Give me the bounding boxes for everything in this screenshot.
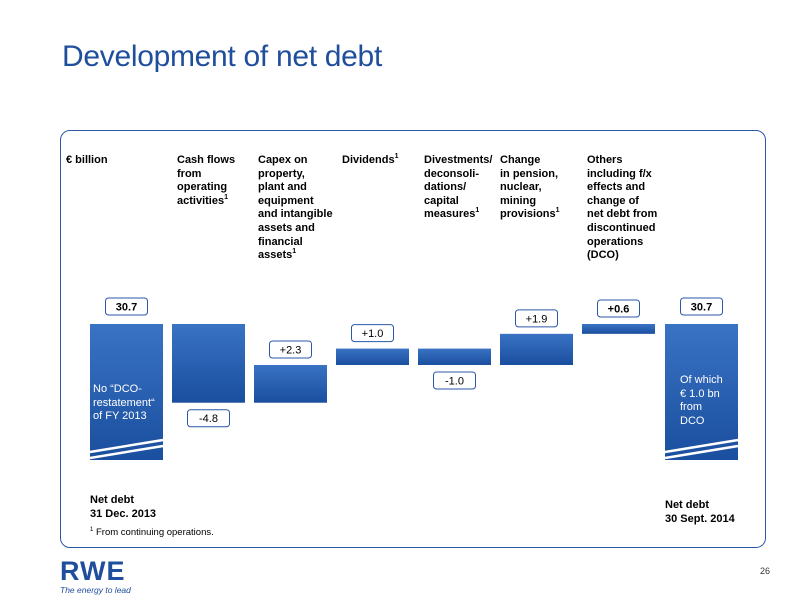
note-line: € 1.0 bn	[680, 387, 720, 400]
header-line: from	[177, 167, 202, 180]
value-label-start: 30.7	[116, 302, 137, 314]
footnote-mark: 1	[394, 153, 399, 160]
value-label-start-box	[105, 297, 148, 316]
page-title: Development of net debt	[62, 40, 382, 73]
value-label-step-2-box	[269, 340, 312, 359]
header-cash-flows: Cash flows from operating activities1	[177, 154, 235, 208]
header-line: Capex on	[258, 154, 308, 166]
header-line: in pension,	[500, 167, 559, 180]
header-line: operations	[587, 235, 644, 248]
header-line: including f/x	[587, 167, 652, 180]
header-line: deconsoli-	[424, 167, 480, 180]
footnote-mark: 1	[292, 248, 297, 256]
value-label-step-6: +0.6	[608, 304, 630, 316]
chart-frame	[60, 130, 766, 548]
header-line: mining	[500, 194, 537, 207]
header-line: dations/	[424, 181, 467, 194]
header-line: change of	[587, 194, 639, 207]
value-label-step-5-box	[515, 309, 558, 328]
bar-end	[665, 324, 738, 460]
header-divestments: Divestments/ deconsoli- dations/ capital…	[424, 154, 492, 222]
header-line: effects and	[587, 181, 646, 194]
start-bar-note: No “DCO- restatement“ of FY 2013	[93, 383, 155, 424]
header-line: assets	[258, 249, 293, 262]
header-line: Change	[500, 154, 541, 166]
header-line: nuclear,	[500, 181, 542, 194]
header-line: plant and	[258, 181, 307, 194]
bar-step-3	[336, 348, 409, 365]
end-bar-note: Of which € 1.0 bn from DCO	[680, 374, 723, 428]
header-pension: Change in pension, nuclear, mining provi…	[500, 154, 560, 222]
footnote-mark: 1	[90, 527, 94, 533]
footnote: 1 From continuing operations.	[90, 527, 214, 538]
header-dividends: Dividends1	[342, 153, 399, 168]
footnote-mark: 1	[475, 207, 480, 215]
value-label-step-4: -1.0	[445, 376, 464, 388]
value-label-step-3-box	[351, 324, 394, 343]
header-line: Dividends	[342, 154, 395, 166]
note-line: of FY 2013	[93, 410, 147, 422]
bar-start	[90, 324, 163, 460]
header-line: equipment	[258, 194, 314, 207]
bar-start-break-line	[89, 444, 164, 460]
header-capex: Capex on property, plant and equipment a…	[258, 154, 333, 263]
bar-step-2	[254, 365, 327, 403]
bar-start-break-line	[89, 438, 164, 454]
value-label-step-5: +1.9	[526, 313, 548, 325]
value-label-step-2: +2.3	[280, 345, 302, 357]
logo-name: RWE	[60, 556, 126, 586]
header-line: Others	[587, 154, 623, 166]
value-label-end: 30.7	[691, 302, 712, 314]
unit-label: € billion	[66, 154, 108, 166]
value-label-step-1-box	[187, 409, 230, 428]
value-label-step-1: -4.8	[199, 413, 218, 425]
bar-step-4	[418, 348, 491, 365]
footnote-mark: 1	[555, 207, 560, 215]
label-line: Net debt	[90, 494, 134, 506]
header-line: discontinued	[587, 221, 656, 234]
logo-tagline: The energy to lead	[60, 585, 131, 595]
bar-step-1	[172, 324, 245, 403]
label-line: Net debt	[665, 499, 709, 511]
value-label-step-3: +1.0	[362, 328, 384, 340]
note-line: from	[680, 401, 702, 413]
header-line: provisions	[500, 208, 556, 221]
footnote-mark: 1	[224, 193, 228, 201]
rwe-logo: RWE The energy to lead	[60, 556, 131, 596]
header-line: assets and	[258, 221, 315, 234]
value-label-step-4-box	[433, 371, 476, 390]
label-line: 31 Dec. 2013	[90, 508, 157, 520]
note-line: DCO	[680, 414, 705, 427]
header-line: net debt from	[587, 208, 658, 221]
bar-step-5	[500, 333, 573, 365]
value-label-end-box	[680, 297, 723, 316]
header-line: and intangible	[258, 208, 333, 221]
end-net-debt-label: Net debt 30 Sept. 2014	[665, 498, 735, 526]
start-net-debt-label: Net debt 31 Dec. 2013	[90, 493, 156, 521]
header-line: operating	[177, 181, 228, 194]
note-line: restatement“	[93, 396, 155, 409]
header-line: Divestments/	[424, 154, 493, 166]
value-label-step-6-box	[597, 299, 640, 318]
footnote-text: From continuing operations.	[95, 527, 214, 538]
bar-end-break-line	[664, 444, 739, 460]
header-line: activities	[177, 194, 225, 207]
note-line: No “DCO-	[93, 383, 142, 395]
header-line: Cash flows	[177, 154, 236, 166]
header-line: measures	[424, 208, 476, 221]
header-line: financial	[258, 235, 303, 248]
header-line: capital	[424, 194, 459, 207]
header-line: (DCO)	[587, 249, 619, 262]
header-others: Others including f/x effects and change …	[587, 154, 657, 263]
page-number: 26	[760, 566, 771, 576]
note-line: Of which	[680, 374, 723, 386]
bar-end-break-line	[664, 438, 739, 454]
bar-step-6	[582, 324, 655, 334]
label-line: 30 Sept. 2014	[665, 513, 735, 525]
header-line: property,	[258, 167, 305, 180]
